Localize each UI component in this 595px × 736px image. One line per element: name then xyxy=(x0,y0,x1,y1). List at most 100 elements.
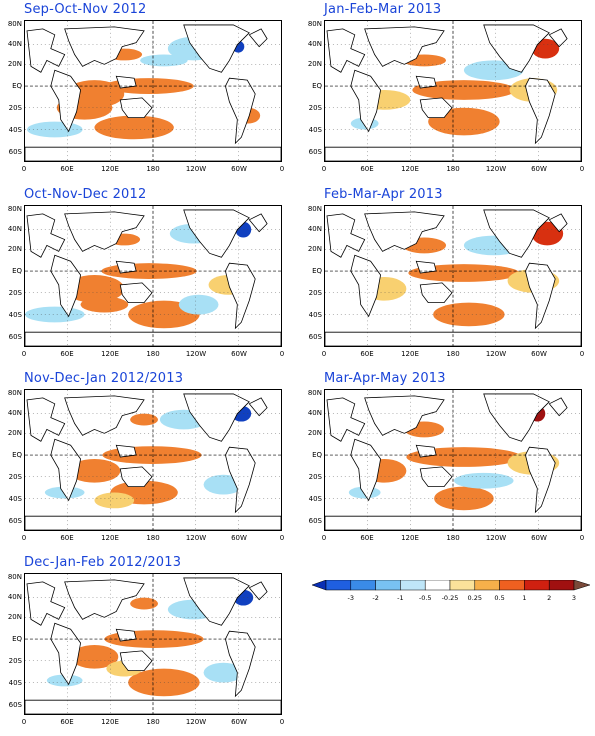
colorbar-label: -0.25 xyxy=(441,594,459,602)
coastline xyxy=(50,622,81,686)
x-tick-label: 180 xyxy=(446,534,460,542)
x-tick-label: 0 xyxy=(21,534,27,542)
anomaly-region xyxy=(68,459,121,483)
coastline xyxy=(248,581,268,601)
anomaly-map xyxy=(25,206,281,346)
y-tick-label: 20S xyxy=(308,473,322,481)
anomaly-region xyxy=(203,662,244,683)
coastline xyxy=(326,397,366,442)
y-tick-label: EQ xyxy=(312,267,322,275)
y-tick-label: 60S xyxy=(8,333,22,341)
y-tick-label: EQ xyxy=(12,82,22,90)
coastline xyxy=(326,213,366,258)
coastline xyxy=(548,213,568,233)
y-tick-label: 40N xyxy=(307,40,322,48)
panel-title: Mar-Apr-May 2013 xyxy=(324,371,446,386)
map-panel: Dec-Jan-Feb 2012/2013 80N 40N 20N EQ 20S 40S 60… xyxy=(2,555,284,735)
colorbar-label: 0.25 xyxy=(467,594,483,602)
y-tick-label: 20N xyxy=(7,60,22,68)
colorbar-segment xyxy=(400,580,426,591)
y-tick-label: 60S xyxy=(308,148,322,156)
x-tick-label: 120E xyxy=(101,718,119,726)
y-tick-label: 40N xyxy=(307,409,322,417)
anomaly-region xyxy=(130,413,158,426)
x-tick-label: 60E xyxy=(360,165,374,173)
anomaly-map xyxy=(25,574,281,714)
coastline xyxy=(50,438,81,502)
y-tick-label: 80N xyxy=(307,20,322,28)
y-tick-label: 40S xyxy=(308,126,322,134)
coastline xyxy=(248,397,268,417)
colorbar-segment xyxy=(375,580,401,591)
map-plot-area xyxy=(324,205,582,347)
y-tick-label: 60S xyxy=(308,517,322,525)
x-tick-label: 0 xyxy=(321,165,327,173)
map-plot-area xyxy=(24,573,282,715)
y-tick-label: 40S xyxy=(8,311,22,319)
x-tick-label: 60W xyxy=(531,350,547,358)
x-tick-label: 120W xyxy=(185,534,207,542)
coastline xyxy=(248,213,268,233)
colorbar-segment xyxy=(499,580,525,591)
x-tick-label: 120W xyxy=(485,350,507,358)
x-tick-label: 0 xyxy=(279,534,285,542)
anomaly-region xyxy=(130,597,158,610)
colorbar-segment xyxy=(449,580,476,591)
panel-title: Feb-Mar-Apr 2013 xyxy=(324,187,443,202)
coastline xyxy=(26,213,66,258)
x-tick-label: 60W xyxy=(531,534,547,542)
y-tick-label: 20N xyxy=(7,245,22,253)
coastline xyxy=(525,446,556,514)
colorbar-segment xyxy=(325,580,352,591)
y-tick-label: 40N xyxy=(7,40,22,48)
coastline xyxy=(419,466,453,488)
coastline xyxy=(419,97,453,119)
y-tick-label: 40S xyxy=(308,311,322,319)
x-tick-label: 180 xyxy=(146,534,160,542)
map-panel: Nov-Dec-Jan 2012/2013 80N 40N 20N EQ 20S 40S 60… xyxy=(2,371,285,551)
coastline xyxy=(248,28,268,48)
x-tick-label: 180 xyxy=(146,350,160,358)
x-tick-label: 0 xyxy=(321,350,327,358)
map-plot-area xyxy=(24,205,282,347)
y-tick-label: 80N xyxy=(7,205,22,213)
coastline xyxy=(525,262,556,330)
map-panel: Sep-Oct-Nov 2012 80N 40N 20N EQ 20S 40S 60S 0 60E… xyxy=(2,2,285,182)
x-tick-label: 60W xyxy=(231,165,247,173)
y-tick-label: 40N xyxy=(7,593,22,601)
coastline xyxy=(419,282,453,304)
coastline xyxy=(483,209,550,258)
x-tick-label: 120W xyxy=(185,350,207,358)
y-tick-label: 20N xyxy=(307,429,322,437)
x-tick-label: 0 xyxy=(279,165,285,173)
coastline xyxy=(64,26,145,67)
x-tick-label: 0 xyxy=(579,165,585,173)
map-panel: Oct-Nov-Dec 2012 80N 40N 20N EQ 20S 40S 60S 0 60E… xyxy=(2,187,284,367)
coastline xyxy=(183,577,250,626)
colorbar-segment xyxy=(573,580,591,591)
coastline xyxy=(64,579,145,620)
anomaly-region xyxy=(94,115,174,140)
y-tick-label: 80N xyxy=(307,389,322,397)
y-tick-label: 40S xyxy=(8,679,22,687)
coastline xyxy=(350,438,381,502)
anomaly-region xyxy=(94,492,135,509)
colorbar-label: 1 xyxy=(522,594,527,602)
panel-title: Oct-Nov-Dec 2012 xyxy=(24,187,147,202)
y-tick-label: EQ xyxy=(12,451,22,459)
coastline xyxy=(50,254,81,318)
x-tick-label: 120W xyxy=(485,165,507,173)
y-tick-label: EQ xyxy=(12,635,22,643)
x-tick-label: 0 xyxy=(21,165,27,173)
y-tick-label: 80N xyxy=(7,573,22,581)
colorbar-segment xyxy=(350,580,376,591)
colorbar-segment xyxy=(312,580,327,591)
x-tick-label: 0 xyxy=(579,350,585,358)
y-tick-label: 40N xyxy=(7,225,22,233)
x-tick-label: 60E xyxy=(360,534,374,542)
x-tick-label: 120W xyxy=(485,534,507,542)
x-tick-label: 60W xyxy=(231,534,247,542)
y-tick-label: 20S xyxy=(8,657,22,665)
x-tick-label: 60W xyxy=(231,350,247,358)
y-tick-label: 40S xyxy=(8,495,22,503)
